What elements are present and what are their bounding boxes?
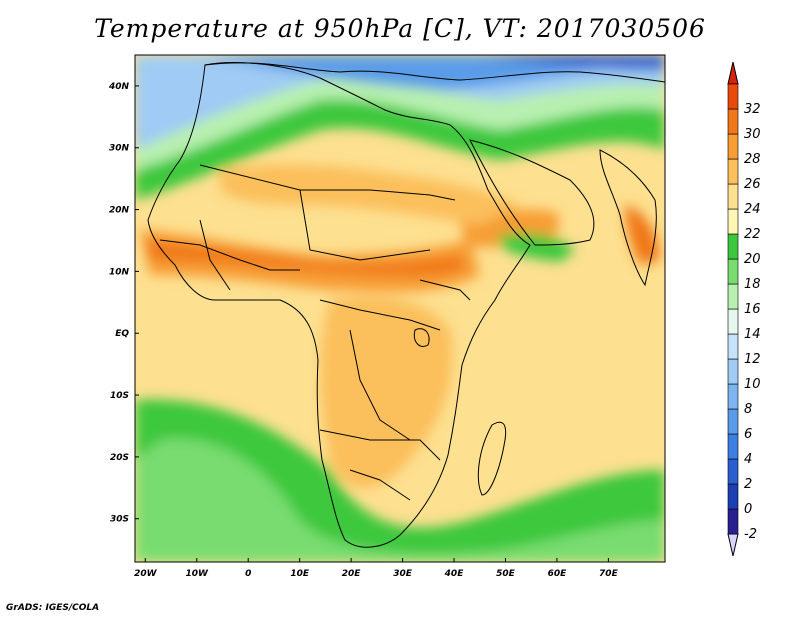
lat-tick-label: 20S: [110, 453, 129, 463]
colorbar-label: -2: [744, 527, 757, 542]
latitude-ticks: 40N 30N 20N 10N EQ 10S 20S 30S: [108, 82, 139, 525]
colorbar-swatch: [727, 233, 739, 260]
temperature-field: [135, 55, 665, 562]
colorbar-swatch: [727, 283, 739, 310]
colorbar-label: 14: [744, 327, 761, 342]
lat-tick-label: 20N: [109, 206, 130, 216]
colorbar-label: 6: [744, 427, 752, 442]
lon-tick-label: 10E: [290, 569, 310, 579]
field-sahel-hot: [145, 240, 465, 276]
colorbar-swatch: [727, 258, 739, 285]
africa-coastline: [147, 62, 531, 548]
lon-tick-label: 40E: [444, 569, 465, 579]
lat-tick-label: 40N: [108, 82, 130, 92]
lon-tick-label: 20W: [134, 569, 158, 579]
longitude-ticks: 20W 10W 0 10E 20E 30E 40E 50E 60E 70E: [134, 558, 619, 579]
colorbar-label: 18: [744, 277, 761, 292]
border-sahara-2: [299, 189, 431, 261]
lon-tick-label: 20E: [342, 569, 362, 579]
colorbar-label: 20: [744, 252, 761, 267]
colorbar-swatch: [727, 433, 739, 460]
colorbar-swatch: [727, 333, 739, 360]
india-coastline: [599, 149, 657, 287]
lat-tick-label: 30N: [109, 144, 130, 154]
colorbar-swatch: [727, 83, 739, 110]
colorbar-label: 22: [744, 227, 761, 242]
colorbar-label: 28: [744, 152, 761, 167]
colorbar-swatch: [727, 208, 739, 235]
colorbar-swatch: [727, 408, 739, 435]
europe-coastline: [204, 62, 665, 83]
lon-tick-label: 50E: [496, 569, 516, 579]
lake-victoria: [413, 328, 430, 347]
colorbar-swatch: [727, 483, 739, 510]
lat-tick-label: 30S: [110, 515, 129, 525]
colorbar-label: 24: [744, 202, 761, 217]
colorbar-under-triangle: [727, 533, 739, 557]
colorbar-swatch: [727, 108, 739, 135]
colorbar-label: 30: [744, 127, 761, 142]
field-southern-cooler: [135, 438, 665, 562]
lon-tick-label: 30E: [393, 569, 413, 579]
colorbar-label: 26: [744, 177, 761, 192]
map-title: Temperature at 950hPa [C], VT: 201703050…: [94, 14, 706, 43]
colorbar-over-triangle: [727, 61, 739, 85]
colorbar-label: 10: [744, 377, 761, 392]
border-south-1: [319, 429, 441, 461]
colorbar-label: 2: [744, 477, 752, 492]
field-sahara-mid: [220, 164, 520, 225]
field-north-deepblue: [480, 55, 665, 70]
colorbar-swatch: [727, 508, 739, 535]
colorbar-swatch: [727, 358, 739, 385]
colorbar-swatch: [727, 308, 739, 335]
colorbar-swatch: [727, 158, 739, 185]
border-central-1: [319, 299, 441, 331]
lon-tick-label: 70E: [599, 569, 619, 579]
field-arabia-green: [500, 233, 575, 262]
lat-tick-label: 10N: [109, 267, 130, 277]
coastlines: [147, 62, 665, 548]
colorbar-swatch: [727, 133, 739, 160]
lat-tick-label: 10S: [110, 391, 129, 401]
colorbar-label: 4: [744, 452, 752, 467]
lon-tick-label: 60E: [548, 569, 568, 579]
arabia-coastline: [469, 139, 595, 246]
border-east-1: [419, 279, 471, 301]
grads-credit: GrADS: IGES/COLA: [6, 603, 100, 613]
border-sahara-1: [199, 164, 456, 201]
colorbar-swatch: [727, 383, 739, 410]
lon-tick-label: 0: [245, 569, 251, 579]
field-india-hot: [625, 205, 660, 265]
colorbar-label: 8: [744, 402, 752, 417]
colorbar-swatch: [727, 183, 739, 210]
colorbar-label: 0: [744, 502, 752, 517]
lon-tick-label: 10W: [186, 569, 210, 579]
plot-frame: [134, 54, 666, 563]
border-west-1: [159, 239, 300, 271]
border-west-2: [199, 219, 231, 291]
colorbar-label: 16: [744, 302, 761, 317]
lat-tick-label: EQ: [115, 329, 129, 339]
madagascar-coastline: [477, 421, 507, 496]
colorbar-label: 32: [744, 102, 761, 117]
border-south-2: [349, 469, 411, 501]
border-central-2: [349, 329, 411, 441]
colorbar-swatch: [727, 458, 739, 485]
colorbar-label: 12: [744, 352, 761, 367]
